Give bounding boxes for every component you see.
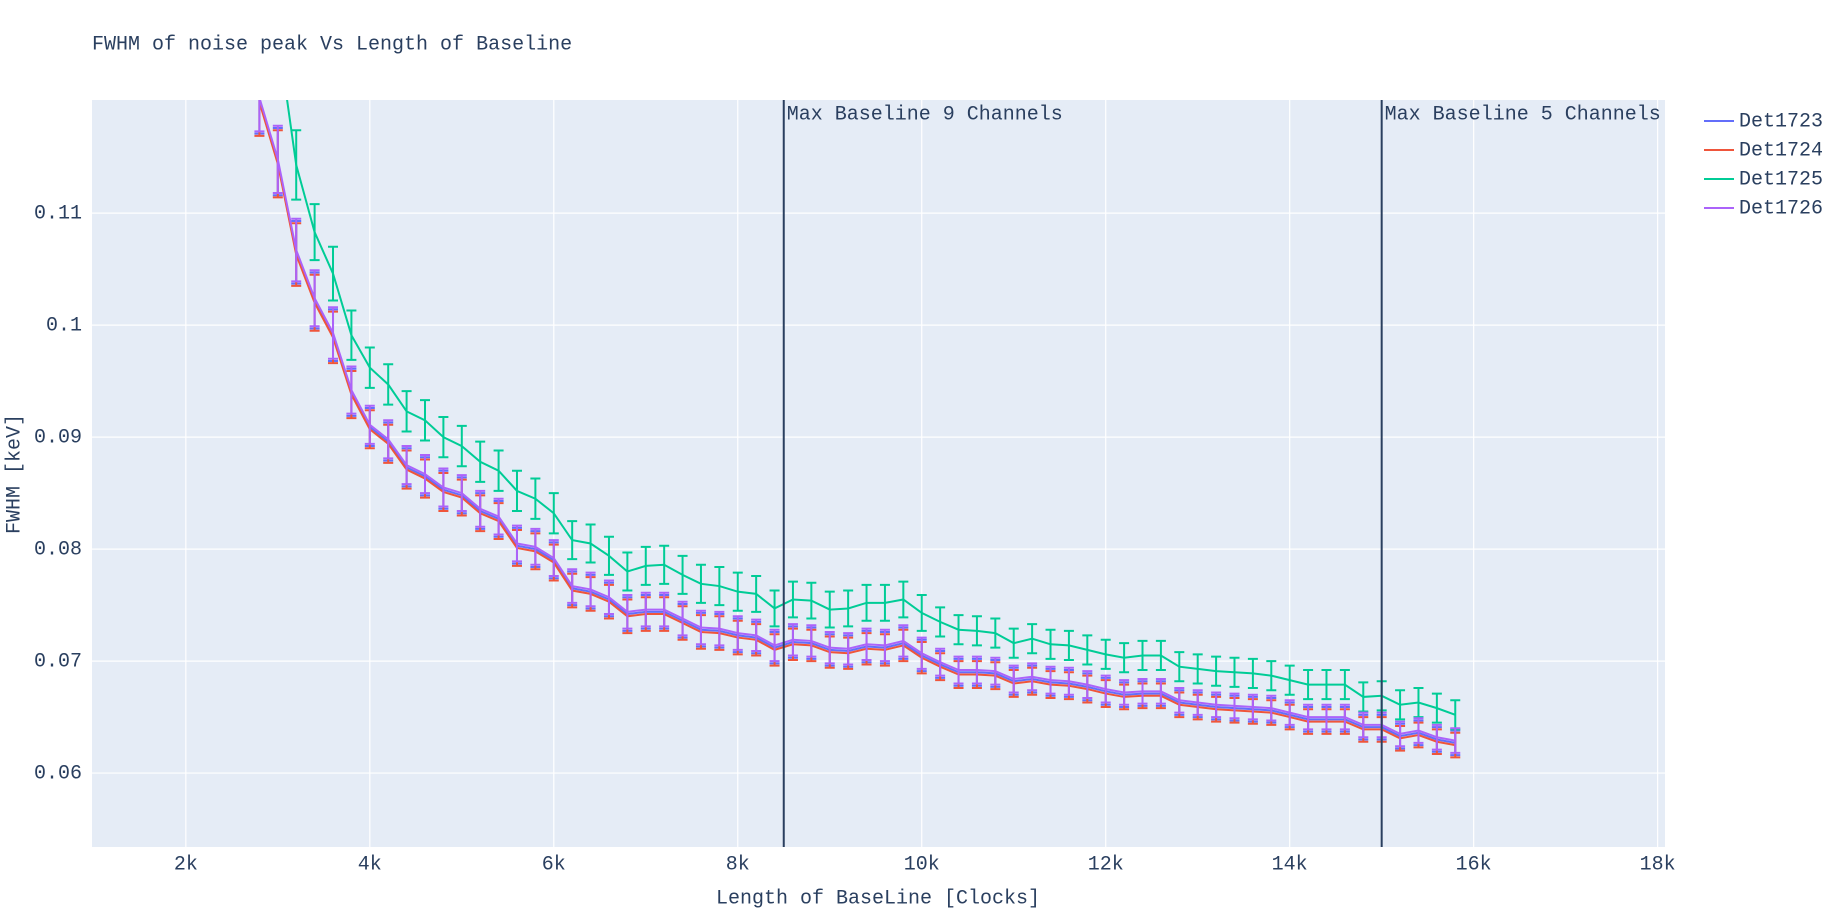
error-bar xyxy=(1450,727,1461,754)
x-tick-label: 16k xyxy=(1456,853,1492,876)
x-tick-label: 2k xyxy=(174,853,198,876)
labels: 2k 4k 6k 8k 10k 12k 14k 16k 18k 0.06 0.07 0.08 0.09 0… xyxy=(34,100,1823,876)
legend-label: Det1725 xyxy=(1739,168,1823,191)
x-tick-label: 10k xyxy=(904,853,940,876)
grid xyxy=(92,100,1665,847)
x-tick-label: 8k xyxy=(726,853,750,876)
y-tick-label: 0.06 xyxy=(34,762,82,785)
annotation: Max Baseline 9 Channels xyxy=(787,103,1063,126)
x-tick-label: 4k xyxy=(358,853,382,876)
y-axis-title: FWHM [keV] xyxy=(3,414,26,534)
plot-marks xyxy=(254,100,1461,759)
series-line xyxy=(286,100,1456,716)
legend-label: Det1723 xyxy=(1739,110,1823,133)
x-tick-label: 6k xyxy=(542,853,566,876)
legend-label: Det1724 xyxy=(1739,139,1823,162)
series xyxy=(286,100,1461,731)
chart-title: FWHM of noise peak Vs Length of Baseline xyxy=(92,33,572,56)
series xyxy=(254,100,1461,754)
series-line xyxy=(258,100,1456,744)
y-tick-label: 0.11 xyxy=(34,202,82,225)
annotation: Max Baseline 5 Channels xyxy=(1385,103,1661,126)
y-tick-label: 0.07 xyxy=(34,650,82,673)
x-tick-label: 18k xyxy=(1640,853,1676,876)
x-tick-label: 12k xyxy=(1088,853,1124,876)
x-tick-label: 14k xyxy=(1272,853,1308,876)
error-bar xyxy=(254,100,265,133)
series-line xyxy=(259,100,1456,742)
y-tick-label: 0.09 xyxy=(34,426,82,449)
series-line xyxy=(258,101,1456,747)
x-axis-title: Length of BaseLine [Clocks] xyxy=(716,887,1040,910)
y-tick-label: 0.08 xyxy=(34,538,82,561)
y-tick-label: 0.1 xyxy=(46,314,82,337)
legend-label: Det1726 xyxy=(1739,197,1823,220)
